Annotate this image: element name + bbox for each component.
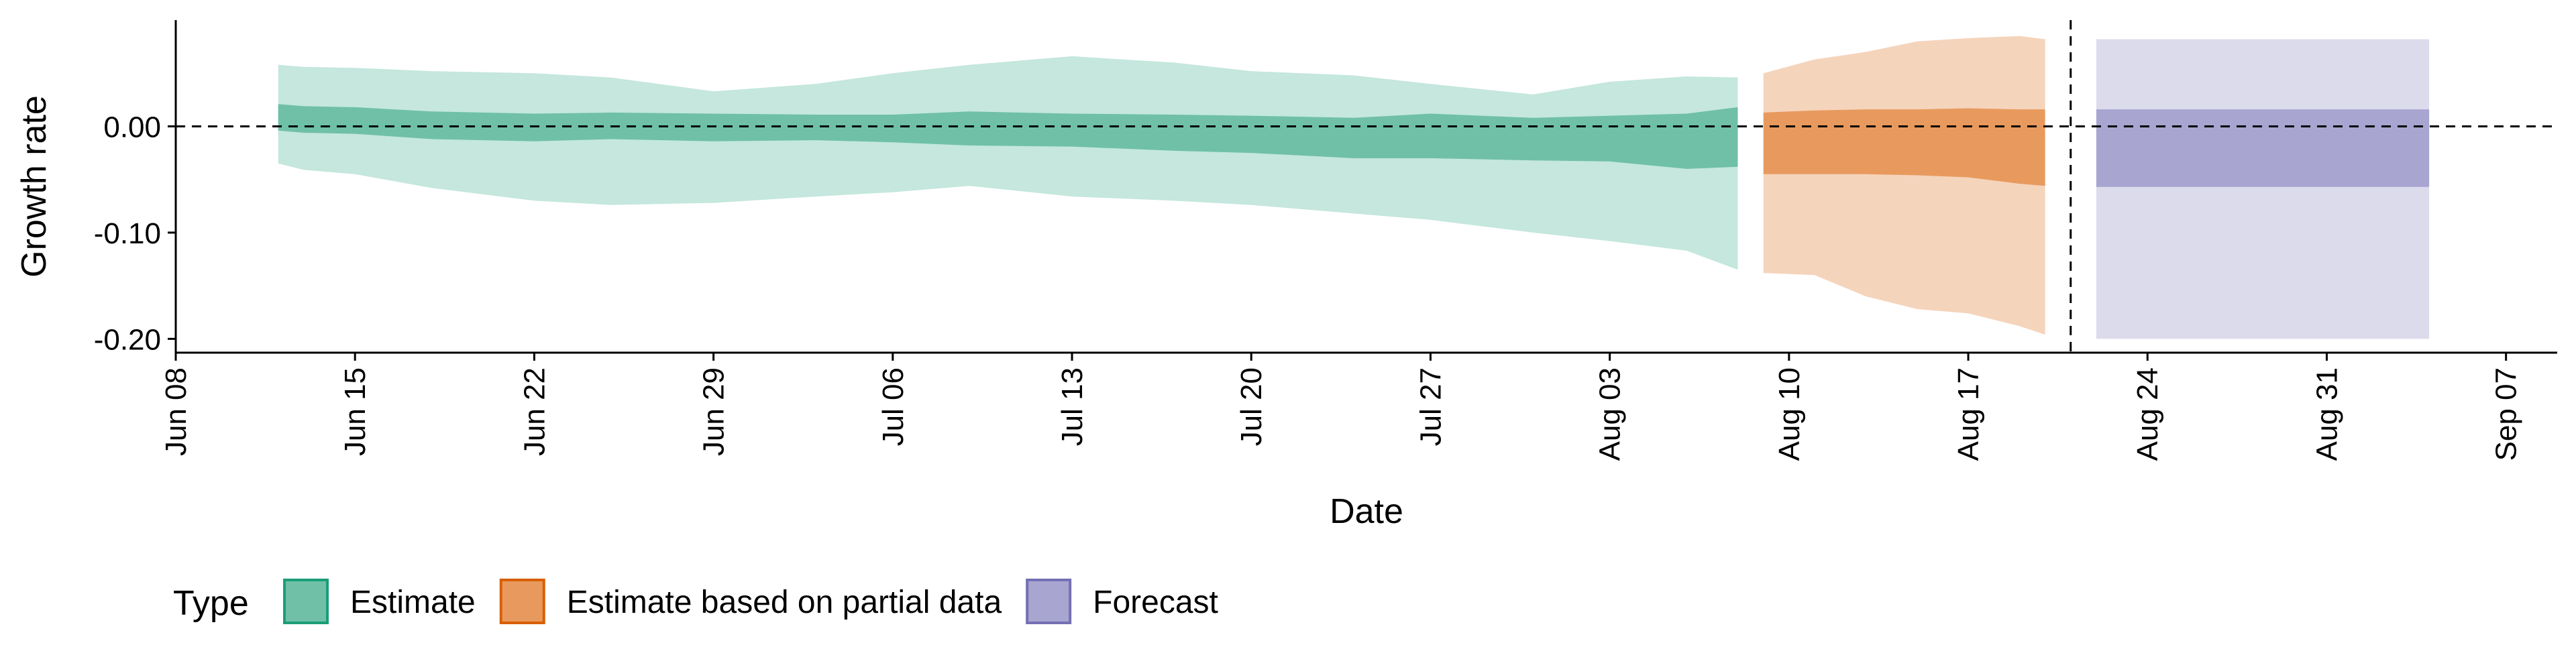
x-axis-title: Date <box>1330 492 1403 531</box>
axes-layer <box>174 20 2557 354</box>
x-tick-label: Jun 08 <box>160 367 193 456</box>
estimate-based-on-partial-data-band-90 <box>1763 36 2045 335</box>
forecast-band-50 <box>2096 109 2430 187</box>
x-tick-label: Aug 03 <box>1594 367 1627 461</box>
legend-label-estimate-based-on-partial-data: Estimate based on partial data <box>567 585 1002 620</box>
estimate-band-50 <box>278 104 1738 169</box>
legend-title: Type <box>173 584 249 623</box>
estimate-band-90 <box>278 56 1738 270</box>
x-tick-label: Jul 20 <box>1235 367 1268 446</box>
x-tick-label: Jun 15 <box>339 367 372 456</box>
estimate-based-on-partial-data-band-50 <box>1763 108 2045 186</box>
y-ticks-layer: 0.00 -0.10 -0.20 <box>94 111 176 356</box>
legend-swatch-forecast <box>1026 579 1072 624</box>
legend: Type Estimate Estimate based on partial d… <box>173 579 1218 624</box>
legend-label-estimate: Estimate <box>350 585 476 620</box>
x-tick-label: Sep 07 <box>2490 367 2523 461</box>
y-tick-label: -0.10 <box>94 217 161 250</box>
reference-lines-layer <box>176 20 2557 353</box>
x-tick-label: Jul 13 <box>1056 367 1089 446</box>
y-tick-label: -0.20 <box>94 323 161 356</box>
legend-swatch-estimate-based-on-partial-data <box>499 579 545 624</box>
y-axis-title: Growth rate <box>15 95 54 278</box>
x-tick-label: Aug 31 <box>2310 367 2343 461</box>
x-tick-label: Aug 24 <box>2131 367 2164 461</box>
x-ticks-layer: Jun 08 Jun 15 Jun 22 Jun 29 Jul 06 Jul 13 Jul … <box>160 353 2523 461</box>
bands-layer <box>278 36 2430 339</box>
x-tick-label: Jul 27 <box>1414 367 1447 446</box>
x-tick-label: Aug 17 <box>1952 367 1985 461</box>
x-tick-label: Jul 06 <box>877 367 910 446</box>
legend-label-forecast: Forecast <box>1093 585 1218 620</box>
x-tick-label: Jun 29 <box>698 367 731 456</box>
legend-swatch-estimate <box>283 579 329 624</box>
y-tick-label: 0.00 <box>103 111 161 143</box>
forecast-band-90 <box>2096 39 2430 339</box>
x-tick-label: Aug 10 <box>1773 367 1806 461</box>
x-tick-label: Jun 22 <box>518 367 551 456</box>
